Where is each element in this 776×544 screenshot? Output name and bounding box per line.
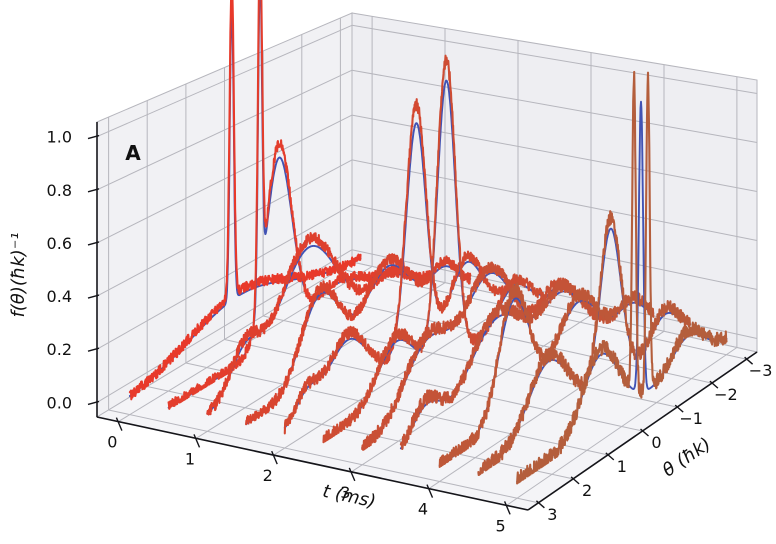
data-curve-t1 <box>206 232 435 416</box>
y-tick-mark <box>640 428 649 437</box>
y-tick-mark <box>570 476 580 485</box>
slice-t0.5 <box>167 0 399 410</box>
y-tick-label: −2 <box>714 385 738 404</box>
z-tick-mark <box>87 241 100 246</box>
grid-line <box>185 362 608 456</box>
z-tick-mark <box>87 294 100 299</box>
z-tick-mark <box>87 134 100 140</box>
grid-line <box>96 114 353 244</box>
tick-marks <box>87 134 754 515</box>
z-tick-label: 0.4 <box>47 287 72 306</box>
panel-label: A <box>125 141 141 165</box>
grid-line <box>351 24 758 94</box>
x-tick-label: 2 <box>263 466 273 485</box>
grid-line <box>96 204 353 350</box>
grid-line <box>351 69 758 143</box>
grid-line <box>351 204 758 290</box>
z-tick-label: 1.0 <box>47 128 72 147</box>
y-tick-mark <box>605 452 615 461</box>
z-tick-mark <box>87 188 100 193</box>
x-tick-mark <box>115 417 123 431</box>
x-tick-mark <box>193 434 201 448</box>
z-tick-label: 0.2 <box>47 340 72 359</box>
grid-line <box>96 69 353 191</box>
x-tick-label: 3 <box>340 483 350 502</box>
slice-t1 <box>206 232 435 416</box>
x-tick-mark <box>426 484 434 498</box>
z-tick-label: 0.8 <box>47 181 72 200</box>
y-tick-label: 1 <box>617 457 627 476</box>
z-tick-label: 0.6 <box>47 234 72 253</box>
x-tick-mark <box>271 450 278 465</box>
data-curve-t0 <box>128 0 362 401</box>
data-curve-t5 <box>516 70 728 485</box>
y-tick-label: 0 <box>651 433 661 452</box>
z-axis-title: f(θ)(ħk)⁻¹ <box>8 232 29 317</box>
y-tick-label: 2 <box>582 481 592 500</box>
y-tick-mark <box>709 380 719 389</box>
grid-line <box>147 386 574 480</box>
x-tick-label: 4 <box>418 500 428 519</box>
slice-t0 <box>128 0 362 401</box>
x-tick-label: 0 <box>107 433 117 452</box>
grid-line <box>351 159 758 241</box>
x-tick-label: 5 <box>496 516 506 535</box>
y-tick-label: 3 <box>547 505 557 524</box>
y-tick-mark <box>674 404 684 413</box>
slice-t5 <box>516 70 728 485</box>
x-tick-mark <box>503 501 511 515</box>
grid-line <box>96 24 353 138</box>
y-tick-mark <box>535 500 545 509</box>
z-tick-mark <box>87 347 100 352</box>
grid-line <box>108 409 539 504</box>
y-tick-label: −3 <box>749 361 773 380</box>
data-curve-t0.5 <box>167 0 399 410</box>
grid-line <box>96 159 353 297</box>
x-tick-label: 1 <box>185 449 195 468</box>
y-tick-label: −1 <box>679 409 703 428</box>
y-tick-mark <box>744 356 754 365</box>
data-curve-t2 <box>283 98 508 435</box>
x-axis-line <box>96 416 529 511</box>
z-tick-mark <box>87 400 100 406</box>
x-tick-mark <box>348 467 356 482</box>
z-tick-label: 0.0 <box>47 393 72 412</box>
